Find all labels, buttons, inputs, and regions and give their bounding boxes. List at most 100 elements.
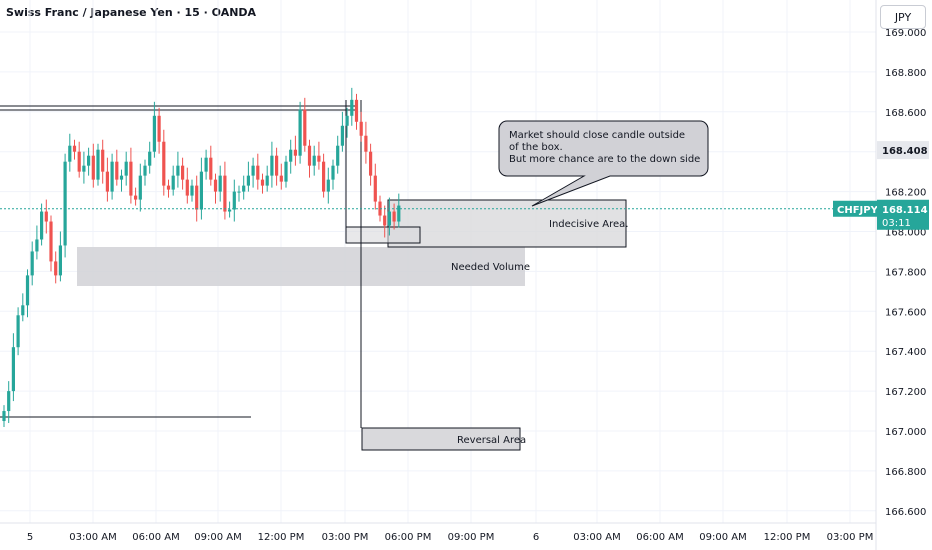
candle-body <box>293 149 297 156</box>
x-tick-label: 06:00 AM <box>132 532 179 543</box>
candle-body <box>307 145 312 166</box>
candle-body <box>392 211 396 222</box>
x-tick-label: 12:00 PM <box>258 532 305 543</box>
candle-body <box>345 115 349 126</box>
y-tick-label: 167.000 <box>885 427 926 438</box>
candle-body <box>303 109 307 146</box>
candle-body <box>242 185 246 192</box>
candle-body <box>72 145 77 152</box>
candle-body <box>317 155 321 162</box>
candle-body <box>195 185 199 210</box>
candle-body <box>228 209 232 212</box>
candle-body <box>204 157 208 172</box>
candle-body <box>289 149 293 162</box>
price-tag <box>877 199 929 230</box>
candle-body <box>166 185 171 190</box>
candle-body <box>223 175 227 212</box>
annotation-boxes <box>0 100 627 451</box>
y-tick-label: 167.400 <box>885 347 926 358</box>
candle-body <box>326 179 330 192</box>
candle-body <box>11 347 15 392</box>
candle-body <box>209 157 213 180</box>
candle-body <box>58 245 62 276</box>
candle-body <box>331 165 335 180</box>
price-tag-label: 168.114 <box>882 205 928 216</box>
callout: Market should close candle outside of th… <box>498 120 709 207</box>
y-tick-label: 168.800 <box>885 68 926 79</box>
candle-body <box>181 165 185 180</box>
candle-body <box>77 151 81 172</box>
y-tick-label: 169.000 <box>885 28 926 39</box>
candle-body <box>251 165 255 176</box>
x-tick-label: 06:00 AM <box>636 532 683 543</box>
y-tick-label: 166.600 <box>885 507 926 518</box>
y-tick-label: 167.600 <box>885 307 926 318</box>
y-tick-label: 168.000 <box>885 228 926 239</box>
x-tick-label: 12:00 PM <box>764 532 811 543</box>
candle-body <box>21 305 25 316</box>
candle-body <box>383 215 387 226</box>
candle-body <box>138 175 142 200</box>
candle-body <box>101 149 105 172</box>
candle-body <box>369 151 373 176</box>
symbol-tag <box>833 200 877 217</box>
x-tick-label: 03:00 AM <box>573 532 620 543</box>
currency-button[interactable]: JPY <box>880 5 926 29</box>
candle-body <box>232 191 236 210</box>
price-tag-label: 168.408 <box>882 146 928 157</box>
needed-volume-box[interactable] <box>77 247 525 286</box>
candle-body <box>218 175 222 192</box>
candle-body <box>190 185 194 196</box>
candle-body <box>279 175 283 182</box>
candle-body <box>63 161 67 246</box>
countdown-label: 03:11 <box>882 218 911 229</box>
candle-body <box>387 211 391 226</box>
candle-body <box>54 261 58 276</box>
candle-body <box>256 165 260 180</box>
candle-body <box>143 165 147 176</box>
candle-body <box>246 175 250 186</box>
candle-body <box>119 175 124 180</box>
candle-body <box>40 211 44 240</box>
candle-body <box>171 175 175 190</box>
candle-body <box>185 179 189 196</box>
chart-title: Swiss Franc / Japanese Yen · 15 · OANDA <box>6 6 257 19</box>
symbol-tag-label: CHFJPY <box>837 205 879 216</box>
candle-body <box>359 121 363 136</box>
candle-body <box>49 221 53 262</box>
candle-body <box>162 141 166 186</box>
candle-body <box>96 149 100 180</box>
small-box[interactable] <box>345 226 421 244</box>
needed-volume-label: Needed Volume <box>451 262 530 273</box>
candle-body <box>124 161 128 176</box>
x-tick-label: 6 <box>533 532 539 543</box>
candle-body <box>354 99 359 122</box>
candle-body <box>35 239 39 252</box>
candle-body <box>373 175 377 202</box>
candle-body <box>336 145 340 166</box>
reversal-area-box[interactable] <box>361 427 521 451</box>
y-tick-label: 167.200 <box>885 387 926 398</box>
candle-body <box>397 205 401 222</box>
x-tick-label: 03:00 PM <box>827 532 874 543</box>
callout-line-2: of the box. <box>509 142 563 153</box>
candle-body <box>105 171 109 192</box>
x-tick-label: 09:00 AM <box>194 532 241 543</box>
candle-body <box>157 115 161 142</box>
price-axis: 169.000168.800168.600168.400168.200168.0… <box>885 28 926 518</box>
y-tick-label: 168.600 <box>885 108 926 119</box>
candle-body <box>7 391 11 412</box>
candle-body <box>364 135 368 152</box>
candle-body <box>115 161 119 180</box>
candle-body <box>110 161 114 192</box>
x-tick-label: 06:00 PM <box>385 532 432 543</box>
callout-line-3: But more chance are to the down side <box>509 154 700 165</box>
x-tick-label: 09:00 PM <box>448 532 495 543</box>
x-tick-label: 03:00 AM <box>69 532 116 543</box>
candle-body <box>44 211 48 222</box>
candle-body <box>322 161 326 192</box>
candle-body <box>25 275 30 306</box>
candle-body <box>312 155 316 166</box>
candle-body <box>87 155 91 166</box>
